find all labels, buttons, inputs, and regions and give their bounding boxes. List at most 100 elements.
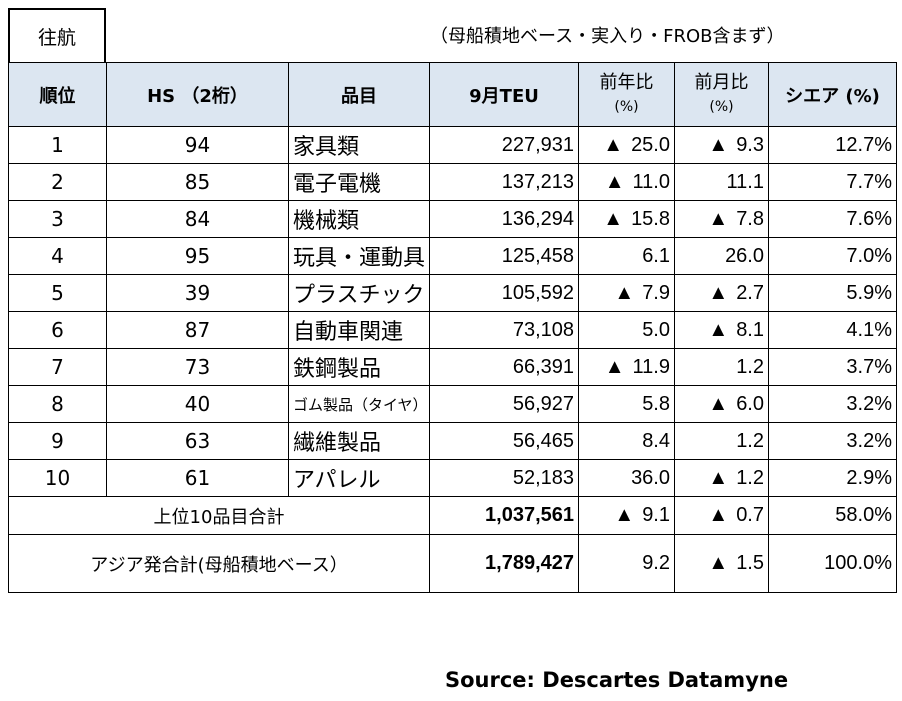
hs-code-cell: 73 [106,348,289,386]
hs-code-cell: 94 [106,126,289,164]
decrease-triangle-icon: ▲ [708,392,729,415]
hs-code-cell: 85 [106,163,289,201]
table-row: 1 94 家具類 227,931 ▲ 25.0 ▲ 9.3 12.7% [8,126,897,164]
header-yoy: 前年比 (%) [578,62,675,127]
share-cell: 7.6% [768,200,897,238]
item-cell: ゴム製品（タイヤ） [288,385,430,423]
item-cell: 繊維製品 [288,422,430,460]
mom-cell: 1.2 [674,422,769,460]
table-row: 5 39 プラスチック 105,592 ▲ 7.9 ▲ 2.7 5.9% [8,274,897,312]
decrease-triangle-icon: ▲ [708,504,729,526]
table-row: 2 85 電子電機 137,213 ▲ 11.0 11.1 7.7% [8,163,897,201]
yoy-cell: ▲ 7.9 [578,274,675,312]
asia-total-row-share: 100.0% [768,534,897,593]
hs-code-cell: 84 [106,200,289,238]
decrease-triangle-icon: ▲ [614,504,635,526]
decrease-triangle-icon: ▲ [708,552,729,574]
yoy-cell: ▲ 11.0 [578,163,675,201]
teu-cell: 56,465 [429,422,579,460]
yoy-cell: 6.1 [578,237,675,275]
mom-cell: ▲ 2.7 [674,274,769,312]
table-row: 8 40 ゴム製品（タイヤ） 56,927 5.8 ▲ 6.0 3.2% [8,385,897,423]
mom-cell: 1.2 [674,348,769,386]
mom-cell-value: 1.2 [736,355,764,378]
header-mom-label: 前月比 [694,71,749,93]
header-yoy-label: 前年比 [599,71,654,93]
teu-cell: 66,391 [429,348,579,386]
decrease-triangle-icon: ▲ [708,207,729,230]
mom-cell: ▲ 8.1 [674,311,769,349]
decrease-triangle-icon: ▲ [604,355,625,378]
asia-total-row-teu: 1,789,427 [429,534,579,593]
header-mom-unit: (%) [709,98,734,115]
header-item: 品目 [288,62,430,127]
teu-cell: 73,108 [429,311,579,349]
mom-cell: ▲ 9.3 [674,126,769,164]
mom-cell-value: 26.0 [725,244,764,267]
share-cell: 4.1% [768,311,897,349]
yoy-cell: ▲ 15.8 [578,200,675,238]
asia-total-row-yoy-value: 9.2 [642,552,670,574]
table-row: 6 87 自動車関連 73,108 5.0 ▲ 8.1 4.1% [8,311,897,349]
yoy-cell: 8.4 [578,422,675,460]
mom-cell-value: 1.2 [736,429,764,452]
mom-cell-value: 7.8 [736,207,764,230]
yoy-cell-value: 15.8 [631,207,670,230]
hs-code-cell: 87 [106,311,289,349]
item-cell: 自動車関連 [288,311,430,349]
commodity-table: 順位 HS （2桁） 品目 9月TEU 前年比 (%) 前月比 (%) シエア … [8,62,897,593]
share-cell: 7.7% [768,163,897,201]
top10-total-row-teu: 1,037,561 [429,496,579,535]
asia-total-row-yoy: 9.2 [578,534,675,593]
teu-cell: 52,183 [429,459,579,497]
asia-total-row-label: アジア発合計(母船積地ベース） [8,534,430,593]
header-teu: 9月TEU [429,62,579,127]
hs-code-cell: 40 [106,385,289,423]
mom-cell: 11.1 [674,163,769,201]
share-cell: 5.9% [768,274,897,312]
item-cell: 鉄鋼製品 [288,348,430,386]
teu-cell: 137,213 [429,163,579,201]
item-cell: アパレル [288,459,430,497]
rank-cell: 7 [8,348,107,386]
item-cell: 電子電機 [288,163,430,201]
asia-total-row-mom: ▲ 1.5 [674,534,769,593]
hs-code-cell: 61 [106,459,289,497]
decrease-triangle-icon: ▲ [604,170,625,193]
header-share: シエア (%) [768,62,897,127]
header-mom: 前月比 (%) [674,62,769,127]
rank-cell: 4 [8,237,107,275]
rank-cell: 3 [8,200,107,238]
mom-cell: ▲ 1.2 [674,459,769,497]
mom-cell: ▲ 6.0 [674,385,769,423]
header-yoy-unit: (%) [614,98,639,115]
item-cell: 家具類 [288,126,430,164]
teu-cell: 227,931 [429,126,579,164]
hs-code-cell: 63 [106,422,289,460]
mom-cell-value: 8.1 [736,318,764,341]
teu-cell: 125,458 [429,237,579,275]
yoy-cell-value: 25.0 [631,133,670,156]
basis-note: （母船積地ベース・実入り・FROB含まず） [430,26,785,47]
table-row: 3 84 機械類 136,294 ▲ 15.8 ▲ 7.8 7.6% [8,200,897,238]
teu-cell: 105,592 [429,274,579,312]
share-cell: 3.7% [768,348,897,386]
decrease-triangle-icon: ▲ [708,281,729,304]
decrease-triangle-icon: ▲ [708,466,729,489]
yoy-cell-value: 11.0 [632,170,670,193]
top10-total-row-label: 上位10品目合計 [8,496,430,535]
top10-total-row-mom: ▲ 0.7 [674,496,769,535]
mom-cell-value: 11.1 [726,170,764,193]
asia-total-row: アジア発合計(母船積地ベース） 1,789,427 9.2 ▲ 1.5 100.0% [8,534,897,593]
rank-cell: 8 [8,385,107,423]
yoy-cell-value: 5.0 [642,318,670,341]
top10-total-row-share: 58.0% [768,496,897,535]
yoy-cell: 5.0 [578,311,675,349]
direction-tag: 往航 [8,8,106,62]
share-cell: 7.0% [768,237,897,275]
rank-cell: 9 [8,422,107,460]
item-cell: プラスチック [288,274,430,312]
header-hs: HS （2桁） [106,62,289,127]
share-cell: 3.2% [768,422,897,460]
top10-total-row-yoy: ▲ 9.1 [578,496,675,535]
